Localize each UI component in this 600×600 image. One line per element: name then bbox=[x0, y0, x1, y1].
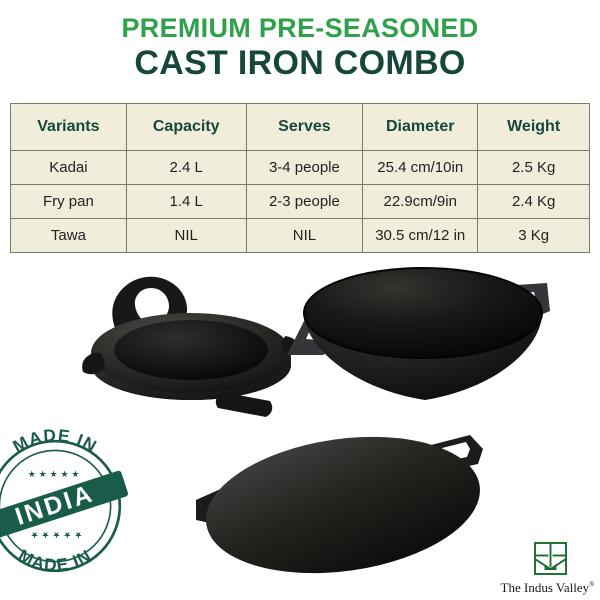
svg-text:MADE IN: MADE IN bbox=[9, 425, 100, 457]
svg-text:INDIA: INDIA bbox=[12, 480, 97, 531]
svg-text:MADE IN: MADE IN bbox=[15, 545, 95, 575]
svg-text:★★★★★: ★★★★★ bbox=[28, 469, 83, 479]
svg-text:★★★★★: ★★★★★ bbox=[28, 530, 83, 540]
